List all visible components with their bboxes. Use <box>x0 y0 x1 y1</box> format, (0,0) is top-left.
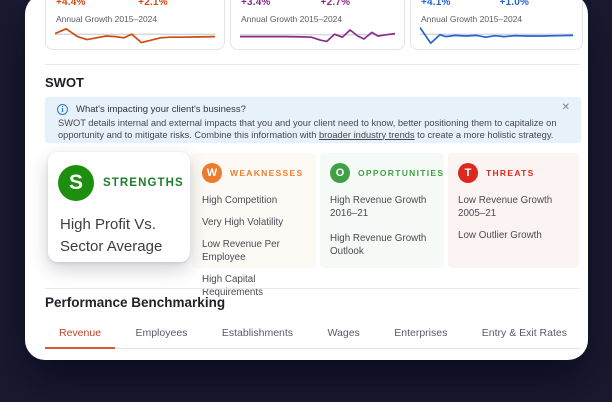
swot-weaknesses-panel: W WEAKNESSES High Competition Very High … <box>192 153 316 298</box>
swot-section-title: SWOT <box>45 75 84 90</box>
swot-opportunities-panel: O OPPORTUNITIES High Revenue Growth 2016… <box>320 153 444 268</box>
divider <box>45 288 580 289</box>
strengths-badge-icon: S <box>58 165 94 201</box>
growth-stat-left: +3.4% <box>241 0 271 8</box>
banner-close-icon[interactable]: ✕ <box>561 102 570 113</box>
growth-stat-left: +4.4% <box>56 0 86 8</box>
tab-entry-exit-rates[interactable]: Entry & Exit Rates <box>481 327 567 339</box>
opportunities-badge-icon: O <box>330 163 350 183</box>
opportunities-label: OPPORTUNITIES <box>358 168 445 178</box>
growth-card-label: Annual Growth 2015–2024 <box>56 14 158 24</box>
growth-stat-right: +2.1% <box>138 0 168 8</box>
weakness-item: High Competition <box>202 195 278 206</box>
tab-enterprises[interactable]: Enterprises <box>394 327 448 339</box>
info-icon: i <box>57 104 68 115</box>
growth-stat-left: +4.1% <box>421 0 451 8</box>
sparkline-chart <box>55 27 215 45</box>
sparkline-chart <box>240 27 395 45</box>
growth-card-label: Annual Growth 2015–2024 <box>421 14 523 24</box>
opportunity-item: High Revenue Growth 2016–21 <box>330 195 427 219</box>
growth-stat-right: +2.7% <box>320 0 351 8</box>
growth-stat-right: +1.0% <box>499 0 530 8</box>
swot-info-banner: i What's impacting your client's busines… <box>45 97 581 143</box>
benchmarking-section-title: Performance Benchmarking <box>45 295 226 310</box>
growth-card-revenue[interactable]: +4.4% +2.1% Annual Growth 2015–2024 <box>45 0 225 50</box>
benchmarking-tabbar: Revenue Employees Establishments Wages E… <box>45 322 581 349</box>
weakness-item: High Capital Requirements <box>202 274 263 298</box>
tab-employees[interactable]: Employees <box>135 327 188 339</box>
threats-label: THREATS <box>486 168 535 178</box>
strengths-label: STRENGTHS <box>103 177 184 189</box>
report-card: +4.4% +2.1% Annual Growth 2015–2024 +3.4… <box>25 0 588 360</box>
tab-establishments[interactable]: Establishments <box>221 327 294 339</box>
tab-revenue[interactable]: Revenue <box>45 327 116 349</box>
swot-strengths-card[interactable]: S STRENGTHS High Profit Vs. Sector Avera… <box>48 152 190 262</box>
weaknesses-label: WEAKNESSES <box>230 168 304 178</box>
growth-cards-row: +4.4% +2.1% Annual Growth 2015–2024 +3.4… <box>45 0 583 50</box>
growth-card-wages[interactable]: +4.1% +1.0% Annual Growth 2015–2024 <box>410 0 583 50</box>
broader-industry-trends-link[interactable]: broader industry trends <box>318 129 415 140</box>
threat-item: Low Outlier Growth <box>458 230 542 241</box>
strengths-item: High Profit Vs. Sector Average <box>60 216 163 255</box>
divider <box>45 64 580 65</box>
threat-item: Low Revenue Growth 2005–21 <box>458 195 553 219</box>
tab-wages[interactable]: Wages <box>327 327 360 339</box>
opportunity-item: High Revenue Growth Outlook <box>330 233 427 257</box>
growth-card-label: Annual Growth 2015–2024 <box>241 14 343 24</box>
banner-title: What's impacting your client's business? <box>76 104 246 115</box>
swot-threats-panel: T THREATS Low Revenue Growth 2005–21 Low… <box>448 153 579 268</box>
sparkline-chart <box>420 27 573 45</box>
weakness-item: Very High Volatility <box>202 217 284 228</box>
weaknesses-badge-icon: W <box>202 163 222 183</box>
threats-badge-icon: T <box>458 163 478 183</box>
banner-body: SWOT details internal and external impac… <box>58 118 557 140</box>
growth-card-profit[interactable]: +3.4% +2.7% Annual Growth 2015–2024 <box>230 0 405 50</box>
weakness-item: Low Revenue Per Employee <box>202 239 280 263</box>
